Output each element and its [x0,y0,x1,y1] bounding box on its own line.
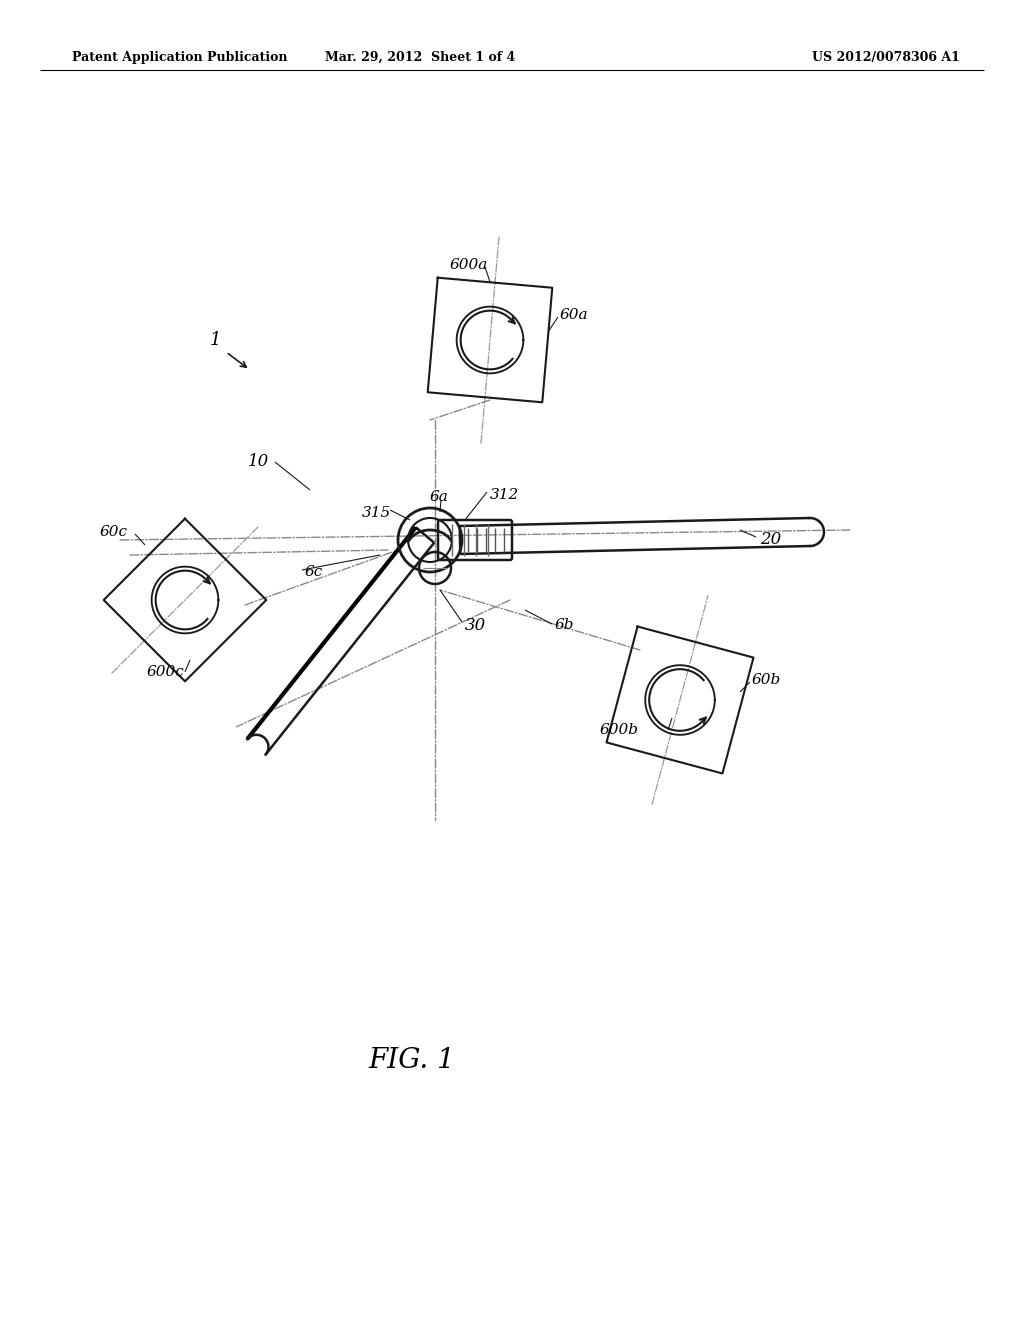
Text: 6c: 6c [305,565,324,579]
Text: Mar. 29, 2012  Sheet 1 of 4: Mar. 29, 2012 Sheet 1 of 4 [325,50,515,63]
Text: FIG. 1: FIG. 1 [369,1047,456,1073]
Text: 600b: 600b [600,723,639,737]
Text: 60a: 60a [560,308,589,322]
Text: 6a: 6a [430,490,449,504]
Text: 60c: 60c [100,525,128,539]
Text: 6b: 6b [555,618,574,632]
Text: 60b: 60b [752,673,781,686]
Text: US 2012/0078306 A1: US 2012/0078306 A1 [812,50,961,63]
Text: 1: 1 [210,331,221,348]
Text: 600a: 600a [450,257,488,272]
Text: Patent Application Publication: Patent Application Publication [72,50,288,63]
Text: 10: 10 [248,454,269,470]
Text: 30: 30 [465,616,486,634]
Text: 312: 312 [490,488,519,502]
Text: 600c: 600c [147,665,184,678]
Text: 20: 20 [760,532,781,549]
Text: 315: 315 [362,506,391,520]
